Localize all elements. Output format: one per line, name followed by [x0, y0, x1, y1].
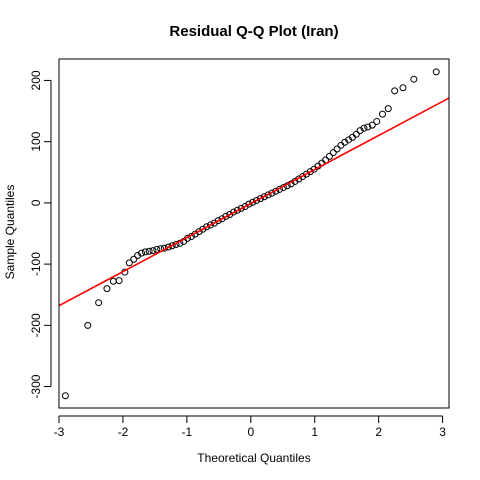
data-point: [399, 84, 407, 92]
y-tick-label: -300: [29, 374, 43, 398]
data-point: [149, 247, 157, 255]
x-tick-label: -1: [182, 425, 193, 439]
data-point: [256, 195, 264, 203]
x-tick-label: 1: [311, 425, 318, 439]
data-point: [137, 249, 145, 257]
data-point: [260, 193, 268, 201]
data-point: [130, 255, 138, 263]
data-point: [164, 243, 172, 251]
y-tick-label: -200: [29, 313, 43, 337]
x-axis-label: Theoretical Quantiles: [197, 451, 310, 465]
data-point: [379, 110, 387, 118]
data-point: [384, 105, 392, 113]
data-point: [233, 206, 241, 214]
data-point: [373, 117, 381, 125]
x-axis: -3 -2 -1 0 1 2 3: [54, 415, 446, 439]
chart-title: Residual Q-Q Plot (Iran): [169, 23, 338, 40]
data-point: [109, 277, 117, 285]
data-point: [145, 247, 153, 255]
data-point: [203, 223, 211, 231]
data-point: [410, 75, 418, 83]
data-point: [325, 152, 333, 160]
data-point: [249, 198, 257, 206]
data-point: [368, 121, 376, 129]
data-point: [432, 68, 440, 76]
reference-line: [59, 97, 449, 307]
x-tick-label: -2: [118, 425, 129, 439]
data-point: [329, 149, 337, 157]
data-point: [168, 242, 176, 250]
data-point: [364, 123, 372, 131]
x-tick-label: 2: [375, 425, 382, 439]
y-tick-label: 0: [29, 199, 43, 206]
data-point: [222, 212, 230, 220]
data-point: [245, 200, 253, 208]
data-point: [214, 217, 222, 225]
data-point: [115, 277, 123, 285]
data-point: [141, 248, 149, 256]
reference-line-layer: [59, 97, 449, 307]
data-point: [84, 321, 92, 329]
data-point: [337, 141, 345, 149]
data-point: [391, 87, 399, 95]
data-point: [103, 285, 111, 293]
y-axis: -300 -200 -100 0 100 200: [29, 70, 52, 399]
data-point: [237, 204, 245, 212]
data-point: [360, 124, 368, 132]
points-layer: [61, 68, 440, 400]
data-point: [153, 245, 161, 253]
data-point: [333, 145, 341, 153]
data-point: [125, 259, 133, 267]
y-tick-label: -100: [29, 252, 43, 276]
data-point: [95, 299, 103, 307]
data-point: [207, 221, 215, 229]
data-point: [61, 392, 69, 400]
data-point: [352, 130, 360, 138]
data-point: [230, 208, 238, 216]
data-point: [264, 191, 272, 199]
y-tick-label: 100: [29, 131, 43, 151]
data-point: [253, 196, 261, 204]
x-tick-label: -3: [54, 425, 65, 439]
y-tick-label: 200: [29, 70, 43, 90]
y-axis-label: Sample Quantiles: [3, 185, 17, 280]
x-tick-label: 3: [439, 425, 446, 439]
x-tick-label: 0: [247, 425, 254, 439]
plot-frame: [58, 58, 450, 409]
